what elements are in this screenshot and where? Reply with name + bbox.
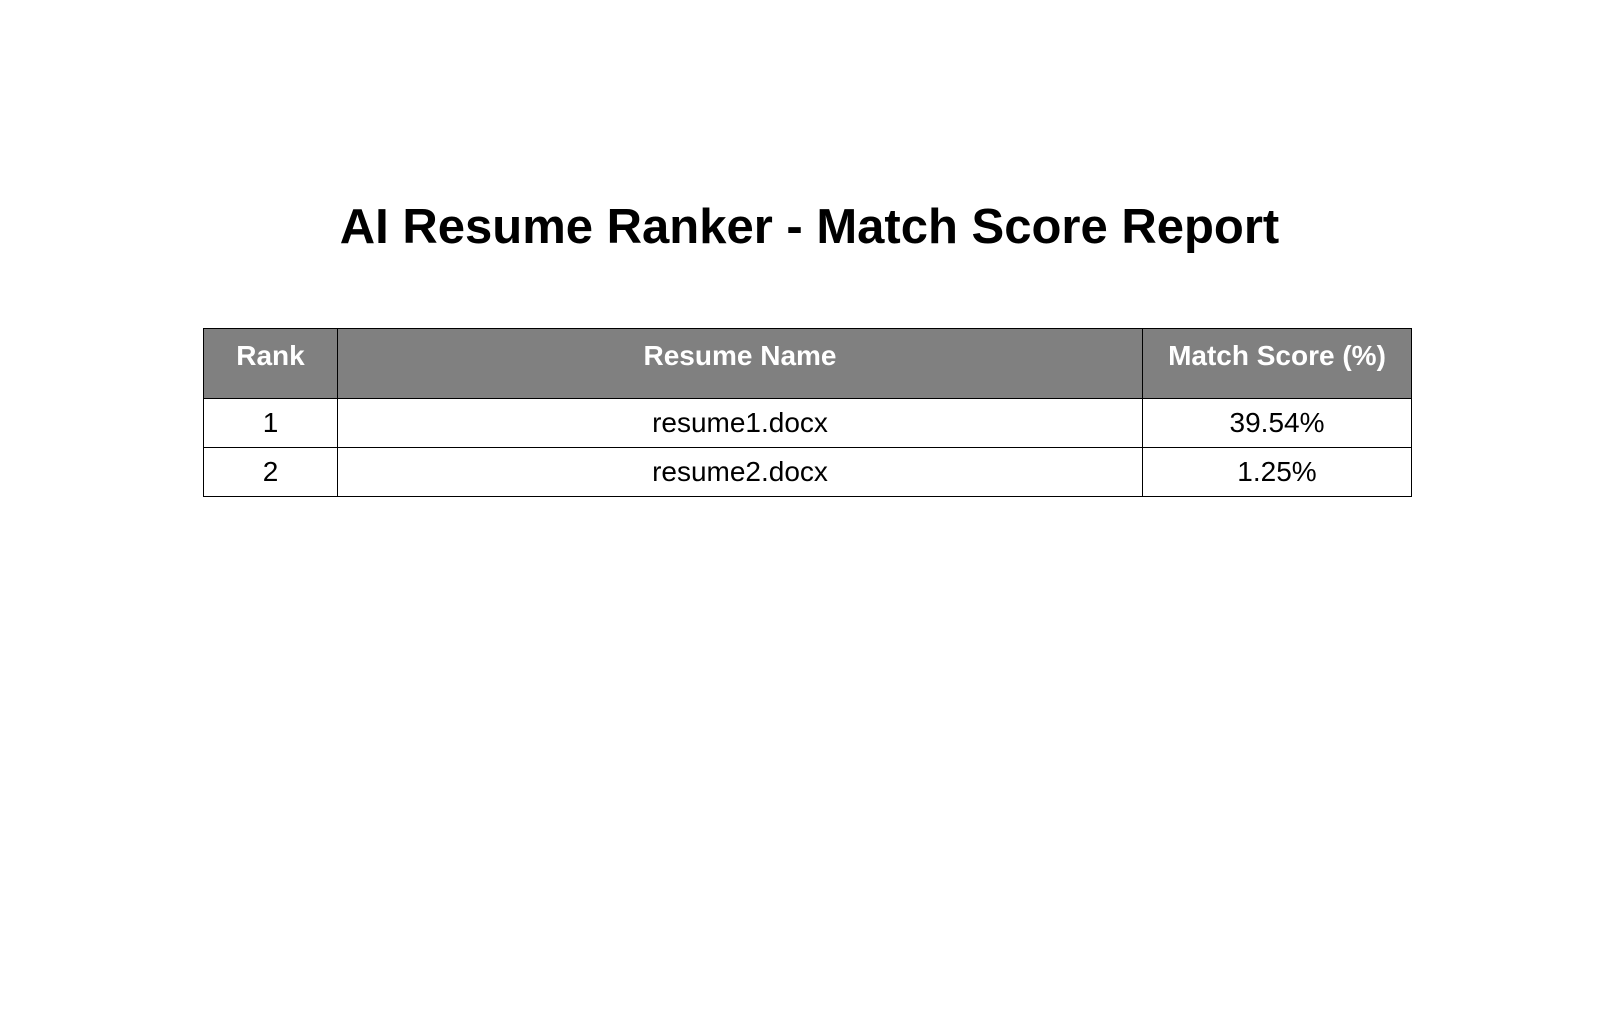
match-score-table: Rank Resume Name Match Score (%) 1 resum…: [203, 328, 1412, 497]
rank-cell: 2: [203, 447, 338, 497]
rank-cell: 1: [203, 398, 338, 448]
match-score-cell: 39.54%: [1142, 398, 1412, 448]
column-header-rank: Rank: [203, 328, 338, 399]
column-header-match-score: Match Score (%): [1142, 328, 1412, 399]
column-header-resume-name: Resume Name: [337, 328, 1143, 399]
match-score-cell: 1.25%: [1142, 447, 1412, 497]
table-row: 2 resume2.docx 1.25%: [203, 447, 1412, 497]
resume-name-cell: resume2.docx: [337, 447, 1143, 497]
page-title: AI Resume Ranker - Match Score Report: [339, 200, 1280, 254]
table-row: 1 resume1.docx 39.54%: [203, 398, 1412, 448]
resume-name-cell: resume1.docx: [337, 398, 1143, 448]
table-header-row: Rank Resume Name Match Score (%): [203, 328, 1412, 399]
